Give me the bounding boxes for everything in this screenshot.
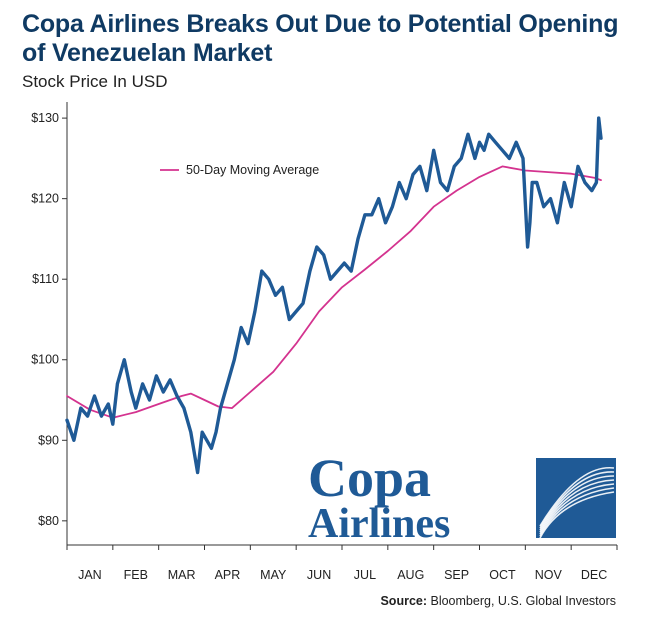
- source-text: Bloomberg, U.S. Global Investors: [427, 594, 616, 608]
- legend: 50-Day Moving Average: [160, 163, 319, 177]
- emblem-wing-stroke: [539, 471, 615, 529]
- y-tick-label: $80: [38, 514, 59, 528]
- emblem-wing-stroke: [539, 479, 615, 533]
- month-label: FEB: [124, 568, 148, 582]
- x-axis: JAN FEB MAR APR MAY JUN JUL AUG SEP OCT NOV DEC: [66, 544, 618, 582]
- y-tick-label: $100: [31, 353, 59, 367]
- emblem-wing-stroke: [539, 483, 615, 535]
- logo-text-copa: Copa: [308, 448, 431, 508]
- month-label: APR: [215, 568, 241, 582]
- month-label: JUL: [354, 568, 376, 582]
- emblem-wing-stroke: [539, 491, 615, 539]
- chart-title: Copa Airlines Breaks Out Due to Potentia…: [22, 10, 619, 67]
- month-label: SEP: [444, 568, 469, 582]
- emblem-wing-stroke: [539, 487, 615, 537]
- month-label: JUN: [307, 568, 331, 582]
- y-axis: $80 $90 $100 $110 $120 $130: [31, 102, 68, 545]
- chart-lines: [65, 116, 603, 475]
- month-label: DEC: [581, 568, 607, 582]
- month-label: JAN: [78, 568, 102, 582]
- source-label: Source:: [380, 594, 428, 608]
- y-tick-label: $110: [32, 272, 59, 286]
- logo-emblem-icon: [536, 458, 616, 539]
- source-note: Source: Bloomberg, U.S. Global Investors: [380, 594, 616, 608]
- month-label: NOV: [535, 568, 563, 582]
- emblem-wing-stroke: [539, 467, 615, 527]
- month-label: OCT: [489, 568, 516, 582]
- copa-airlines-logo: Copa Airlines: [308, 448, 616, 547]
- moving-average-line: [66, 165, 602, 419]
- legend-label: 50-Day Moving Average: [186, 163, 319, 177]
- y-tick-label: $130: [31, 111, 59, 125]
- month-label: AUG: [397, 568, 424, 582]
- y-tick-label: $90: [38, 433, 59, 447]
- price-series-line: [65, 116, 603, 475]
- logo-text-airlines: Airlines: [308, 501, 450, 547]
- month-label: MAR: [168, 568, 196, 582]
- month-label: MAY: [260, 568, 287, 582]
- y-tick-label: $120: [31, 192, 59, 206]
- emblem-wing-stroke: [539, 475, 615, 531]
- chart-subtitle: Stock Price In USD: [22, 72, 168, 91]
